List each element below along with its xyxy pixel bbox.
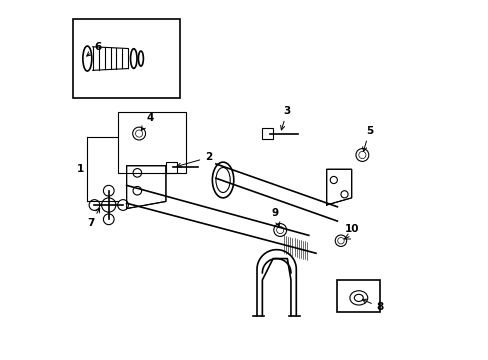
Circle shape <box>118 200 128 210</box>
Circle shape <box>335 235 346 247</box>
Text: 1: 1 <box>77 164 83 174</box>
Bar <box>337 280 380 312</box>
Circle shape <box>89 200 100 210</box>
Circle shape <box>273 224 286 237</box>
Polygon shape <box>326 169 351 205</box>
Text: 6: 6 <box>86 42 102 56</box>
Text: 4: 4 <box>141 113 153 130</box>
Bar <box>73 19 180 98</box>
Circle shape <box>132 127 145 140</box>
Ellipse shape <box>212 162 233 198</box>
Bar <box>165 162 176 173</box>
Bar <box>262 128 272 139</box>
Text: 7: 7 <box>87 208 100 229</box>
Text: 5: 5 <box>362 126 372 151</box>
Text: 9: 9 <box>271 208 279 226</box>
Circle shape <box>355 149 368 161</box>
Text: 3: 3 <box>280 106 290 130</box>
Circle shape <box>102 198 116 212</box>
Text: 2: 2 <box>176 152 212 167</box>
Bar <box>118 112 185 173</box>
Polygon shape <box>126 166 165 208</box>
Circle shape <box>103 214 114 225</box>
Text: 10: 10 <box>344 224 358 234</box>
Circle shape <box>103 185 114 196</box>
Text: 8: 8 <box>362 299 383 312</box>
